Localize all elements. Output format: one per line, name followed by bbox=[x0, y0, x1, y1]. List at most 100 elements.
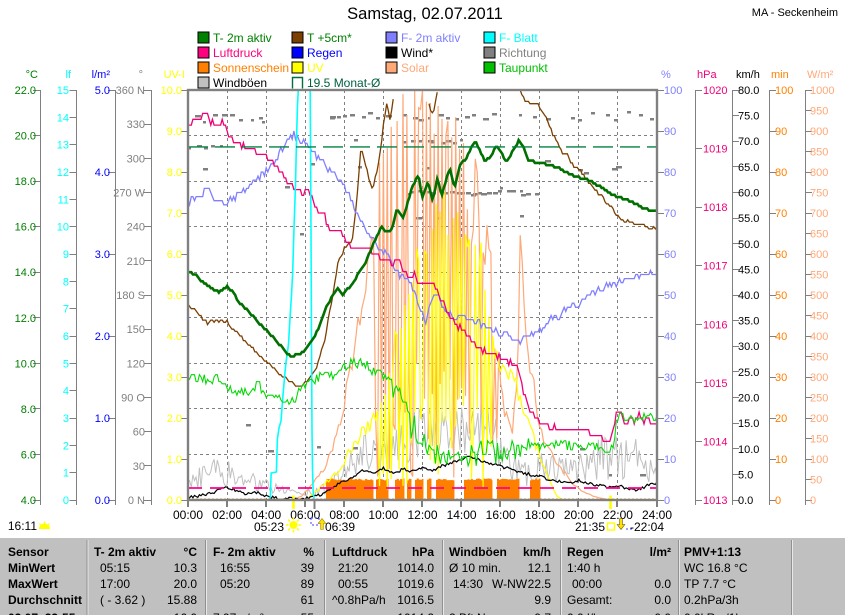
svg-text:10.0: 10.0 bbox=[738, 444, 759, 456]
svg-text:17:00: 17:00 bbox=[100, 577, 130, 591]
svg-text:Taupunkt: Taupunkt bbox=[499, 61, 548, 75]
svg-text:18:00: 18:00 bbox=[525, 508, 555, 522]
svg-text:°: ° bbox=[139, 69, 143, 81]
svg-text:°C: °C bbox=[184, 545, 198, 559]
svg-text:60: 60 bbox=[664, 249, 676, 261]
svg-text:6.0: 6.0 bbox=[167, 249, 182, 261]
svg-text:-22:04: -22:04 bbox=[630, 520, 664, 534]
svg-text:hPa: hPa bbox=[412, 545, 434, 559]
svg-text:800: 800 bbox=[810, 167, 828, 179]
svg-text:500: 500 bbox=[810, 290, 828, 302]
svg-text:Windböen: Windböen bbox=[213, 76, 267, 90]
svg-text:20.0: 20.0 bbox=[15, 131, 36, 143]
svg-text:45.0: 45.0 bbox=[738, 264, 759, 276]
svg-text:70: 70 bbox=[664, 208, 676, 220]
svg-text:60.0: 60.0 bbox=[738, 188, 759, 200]
svg-text:0: 0 bbox=[810, 495, 816, 507]
svg-text:00:00: 00:00 bbox=[572, 577, 602, 591]
svg-text:90: 90 bbox=[664, 126, 676, 138]
svg-text:900: 900 bbox=[810, 126, 828, 138]
svg-text:08:00: 08:00 bbox=[329, 508, 359, 522]
svg-text:7.97 g/m³: 7.97 g/m³ bbox=[213, 611, 264, 615]
svg-text:1013: 1013 bbox=[703, 495, 727, 507]
svg-text:4.0: 4.0 bbox=[21, 495, 36, 507]
svg-text:Regen: Regen bbox=[307, 46, 342, 60]
svg-text:8.0: 8.0 bbox=[21, 404, 36, 416]
svg-text:10: 10 bbox=[775, 454, 787, 466]
svg-text:90 O: 90 O bbox=[121, 393, 145, 405]
svg-text:150: 150 bbox=[127, 324, 145, 336]
svg-text:10.3: 10.3 bbox=[174, 561, 198, 575]
svg-text:0.0: 0.0 bbox=[654, 577, 671, 591]
svg-text:10: 10 bbox=[664, 454, 676, 466]
svg-text:Gesamt:: Gesamt: bbox=[567, 593, 612, 607]
svg-text:MA - Seckenheim: MA - Seckenheim bbox=[752, 7, 838, 19]
svg-text:50: 50 bbox=[775, 290, 787, 302]
svg-text:05:20: 05:20 bbox=[220, 577, 250, 591]
svg-text:80: 80 bbox=[775, 167, 787, 179]
svg-text:10.0: 10.0 bbox=[161, 85, 182, 97]
svg-text:02.07. 23:55: 02.07. 23:55 bbox=[8, 611, 76, 615]
svg-text:13: 13 bbox=[57, 140, 69, 152]
svg-text:F- 2m aktiv: F- 2m aktiv bbox=[213, 545, 276, 559]
svg-text:16.0: 16.0 bbox=[15, 222, 36, 234]
svg-text:°C: °C bbox=[26, 69, 38, 81]
svg-text:80: 80 bbox=[664, 167, 676, 179]
svg-text:240: 240 bbox=[127, 222, 145, 234]
svg-text:Wind*: Wind* bbox=[401, 46, 433, 60]
svg-text:1.0: 1.0 bbox=[167, 454, 182, 466]
svg-text:T +5cm*: T +5cm* bbox=[307, 31, 352, 45]
svg-text:lf: lf bbox=[66, 69, 72, 81]
svg-text:20.0: 20.0 bbox=[738, 393, 759, 405]
svg-text:4.0: 4.0 bbox=[167, 331, 182, 343]
svg-text:0: 0 bbox=[664, 495, 670, 507]
svg-text:120: 120 bbox=[127, 358, 145, 370]
svg-text:10:00: 10:00 bbox=[368, 508, 398, 522]
svg-text:70: 70 bbox=[775, 208, 787, 220]
svg-text:14.0: 14.0 bbox=[15, 267, 36, 279]
svg-text:750: 750 bbox=[810, 188, 828, 200]
svg-text:150: 150 bbox=[810, 434, 828, 446]
svg-text:Luftdruck: Luftdruck bbox=[213, 46, 263, 60]
svg-text:0: 0 bbox=[775, 495, 781, 507]
svg-text:0.0 l/h: 0.0 l/h bbox=[567, 611, 600, 615]
svg-text:TP 7.7 °C: TP 7.7 °C bbox=[684, 577, 736, 591]
svg-text:min: min bbox=[771, 69, 789, 81]
svg-text:1018: 1018 bbox=[703, 202, 727, 214]
svg-text:14:00: 14:00 bbox=[447, 508, 477, 522]
svg-text:9.9: 9.9 bbox=[534, 593, 551, 607]
svg-text:MaxWert: MaxWert bbox=[8, 577, 58, 591]
svg-text:8: 8 bbox=[63, 276, 69, 288]
svg-text:100: 100 bbox=[664, 85, 682, 97]
svg-text:Solar: Solar bbox=[401, 61, 429, 75]
svg-text:4: 4 bbox=[63, 386, 69, 398]
svg-text:1.0: 1.0 bbox=[95, 413, 110, 425]
svg-text:100: 100 bbox=[775, 85, 793, 97]
svg-text:8.0: 8.0 bbox=[167, 167, 182, 179]
svg-text:700: 700 bbox=[810, 208, 828, 220]
svg-text:%: % bbox=[303, 545, 314, 559]
svg-text:89: 89 bbox=[301, 577, 315, 591]
svg-text:35.0: 35.0 bbox=[738, 316, 759, 328]
svg-text:06:39: 06:39 bbox=[325, 520, 355, 534]
svg-text:1016: 1016 bbox=[703, 319, 727, 331]
svg-text:40.0: 40.0 bbox=[738, 290, 759, 302]
svg-text:14: 14 bbox=[57, 112, 69, 124]
svg-text:100: 100 bbox=[810, 454, 828, 466]
svg-text:16:11: 16:11 bbox=[8, 519, 37, 533]
svg-text:60: 60 bbox=[133, 427, 145, 439]
svg-text:16:55: 16:55 bbox=[220, 561, 250, 575]
svg-text:T- 2m aktiv: T- 2m aktiv bbox=[94, 545, 156, 559]
svg-text:1:40 h: 1:40 h bbox=[567, 561, 600, 575]
svg-text:0.0: 0.0 bbox=[654, 611, 671, 615]
svg-text:0 N: 0 N bbox=[128, 495, 145, 507]
svg-text:270 W: 270 W bbox=[113, 188, 145, 200]
svg-text:22:00: 22:00 bbox=[603, 508, 633, 522]
svg-text:00:00: 00:00 bbox=[173, 508, 203, 522]
svg-text:10.0: 10.0 bbox=[15, 358, 36, 370]
svg-text:05:15: 05:15 bbox=[100, 561, 130, 575]
svg-text:20: 20 bbox=[664, 413, 676, 425]
svg-text:21:35: 21:35 bbox=[575, 520, 605, 534]
svg-text:05:23: 05:23 bbox=[254, 520, 284, 534]
svg-text:Samstag, 02.07.2011: Samstag, 02.07.2011 bbox=[347, 5, 503, 23]
